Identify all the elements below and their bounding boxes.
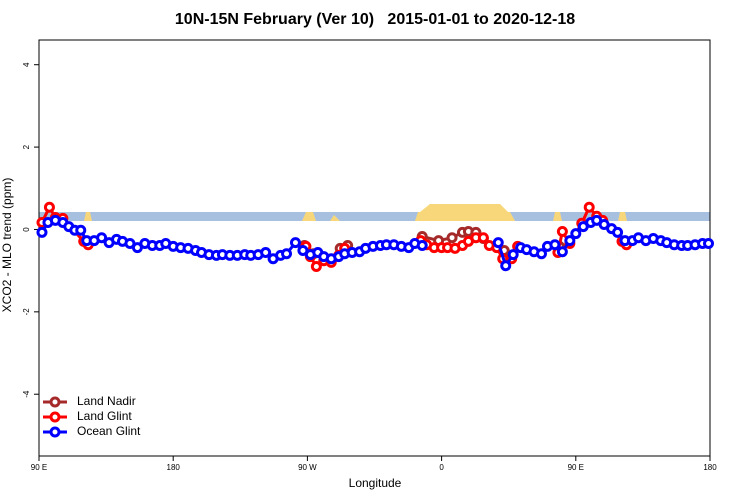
data-point [260, 247, 272, 259]
y-axis-title: XCO2 - MLO trend (ppm) [0, 178, 14, 313]
legend-marker [49, 426, 61, 438]
data-point [612, 226, 624, 238]
legend-marker [49, 396, 61, 408]
legend-label: Land Nadir [77, 394, 136, 408]
data-point [549, 239, 561, 251]
y-tick-label: -2 [22, 308, 31, 316]
x-tick-label: 180 [703, 463, 717, 472]
data-point [416, 240, 428, 252]
data-point [556, 246, 568, 258]
data-point [477, 232, 489, 244]
legend-label: Land Glint [77, 409, 132, 423]
data-point [75, 224, 87, 236]
map-strip [39, 204, 710, 221]
data-point [507, 249, 519, 261]
legend-marker [49, 411, 61, 423]
data-point [703, 237, 715, 249]
data-point [500, 260, 512, 272]
y-tick-label: 2 [22, 144, 31, 149]
data-point [536, 248, 548, 260]
data-point [289, 237, 301, 249]
x-tick-label: 90 E [31, 463, 47, 472]
chart-title: 10N-15N February (Ver 10) 2015-01-01 to … [175, 11, 575, 28]
y-tick-label: 4 [22, 62, 31, 67]
x-axis-title: Longitude [349, 476, 402, 490]
legend-label: Ocean Glint [77, 424, 141, 438]
data-point [446, 232, 458, 244]
y-tick-label: 0 [22, 227, 31, 232]
data-point [281, 248, 293, 260]
data-point [43, 201, 55, 213]
data-point [556, 226, 568, 238]
data-point [583, 201, 595, 213]
data-point [492, 237, 504, 249]
x-tick-label: 90 W [298, 463, 317, 472]
x-tick-label: 90 E [568, 463, 584, 472]
data-point [310, 261, 322, 273]
x-tick-label: 0 [439, 463, 444, 472]
data-point [570, 228, 582, 240]
x-tick-label: 180 [167, 463, 181, 472]
data-point [96, 232, 108, 244]
data-point [564, 235, 576, 247]
y-tick-label: -4 [22, 390, 31, 398]
data-point [36, 226, 48, 238]
